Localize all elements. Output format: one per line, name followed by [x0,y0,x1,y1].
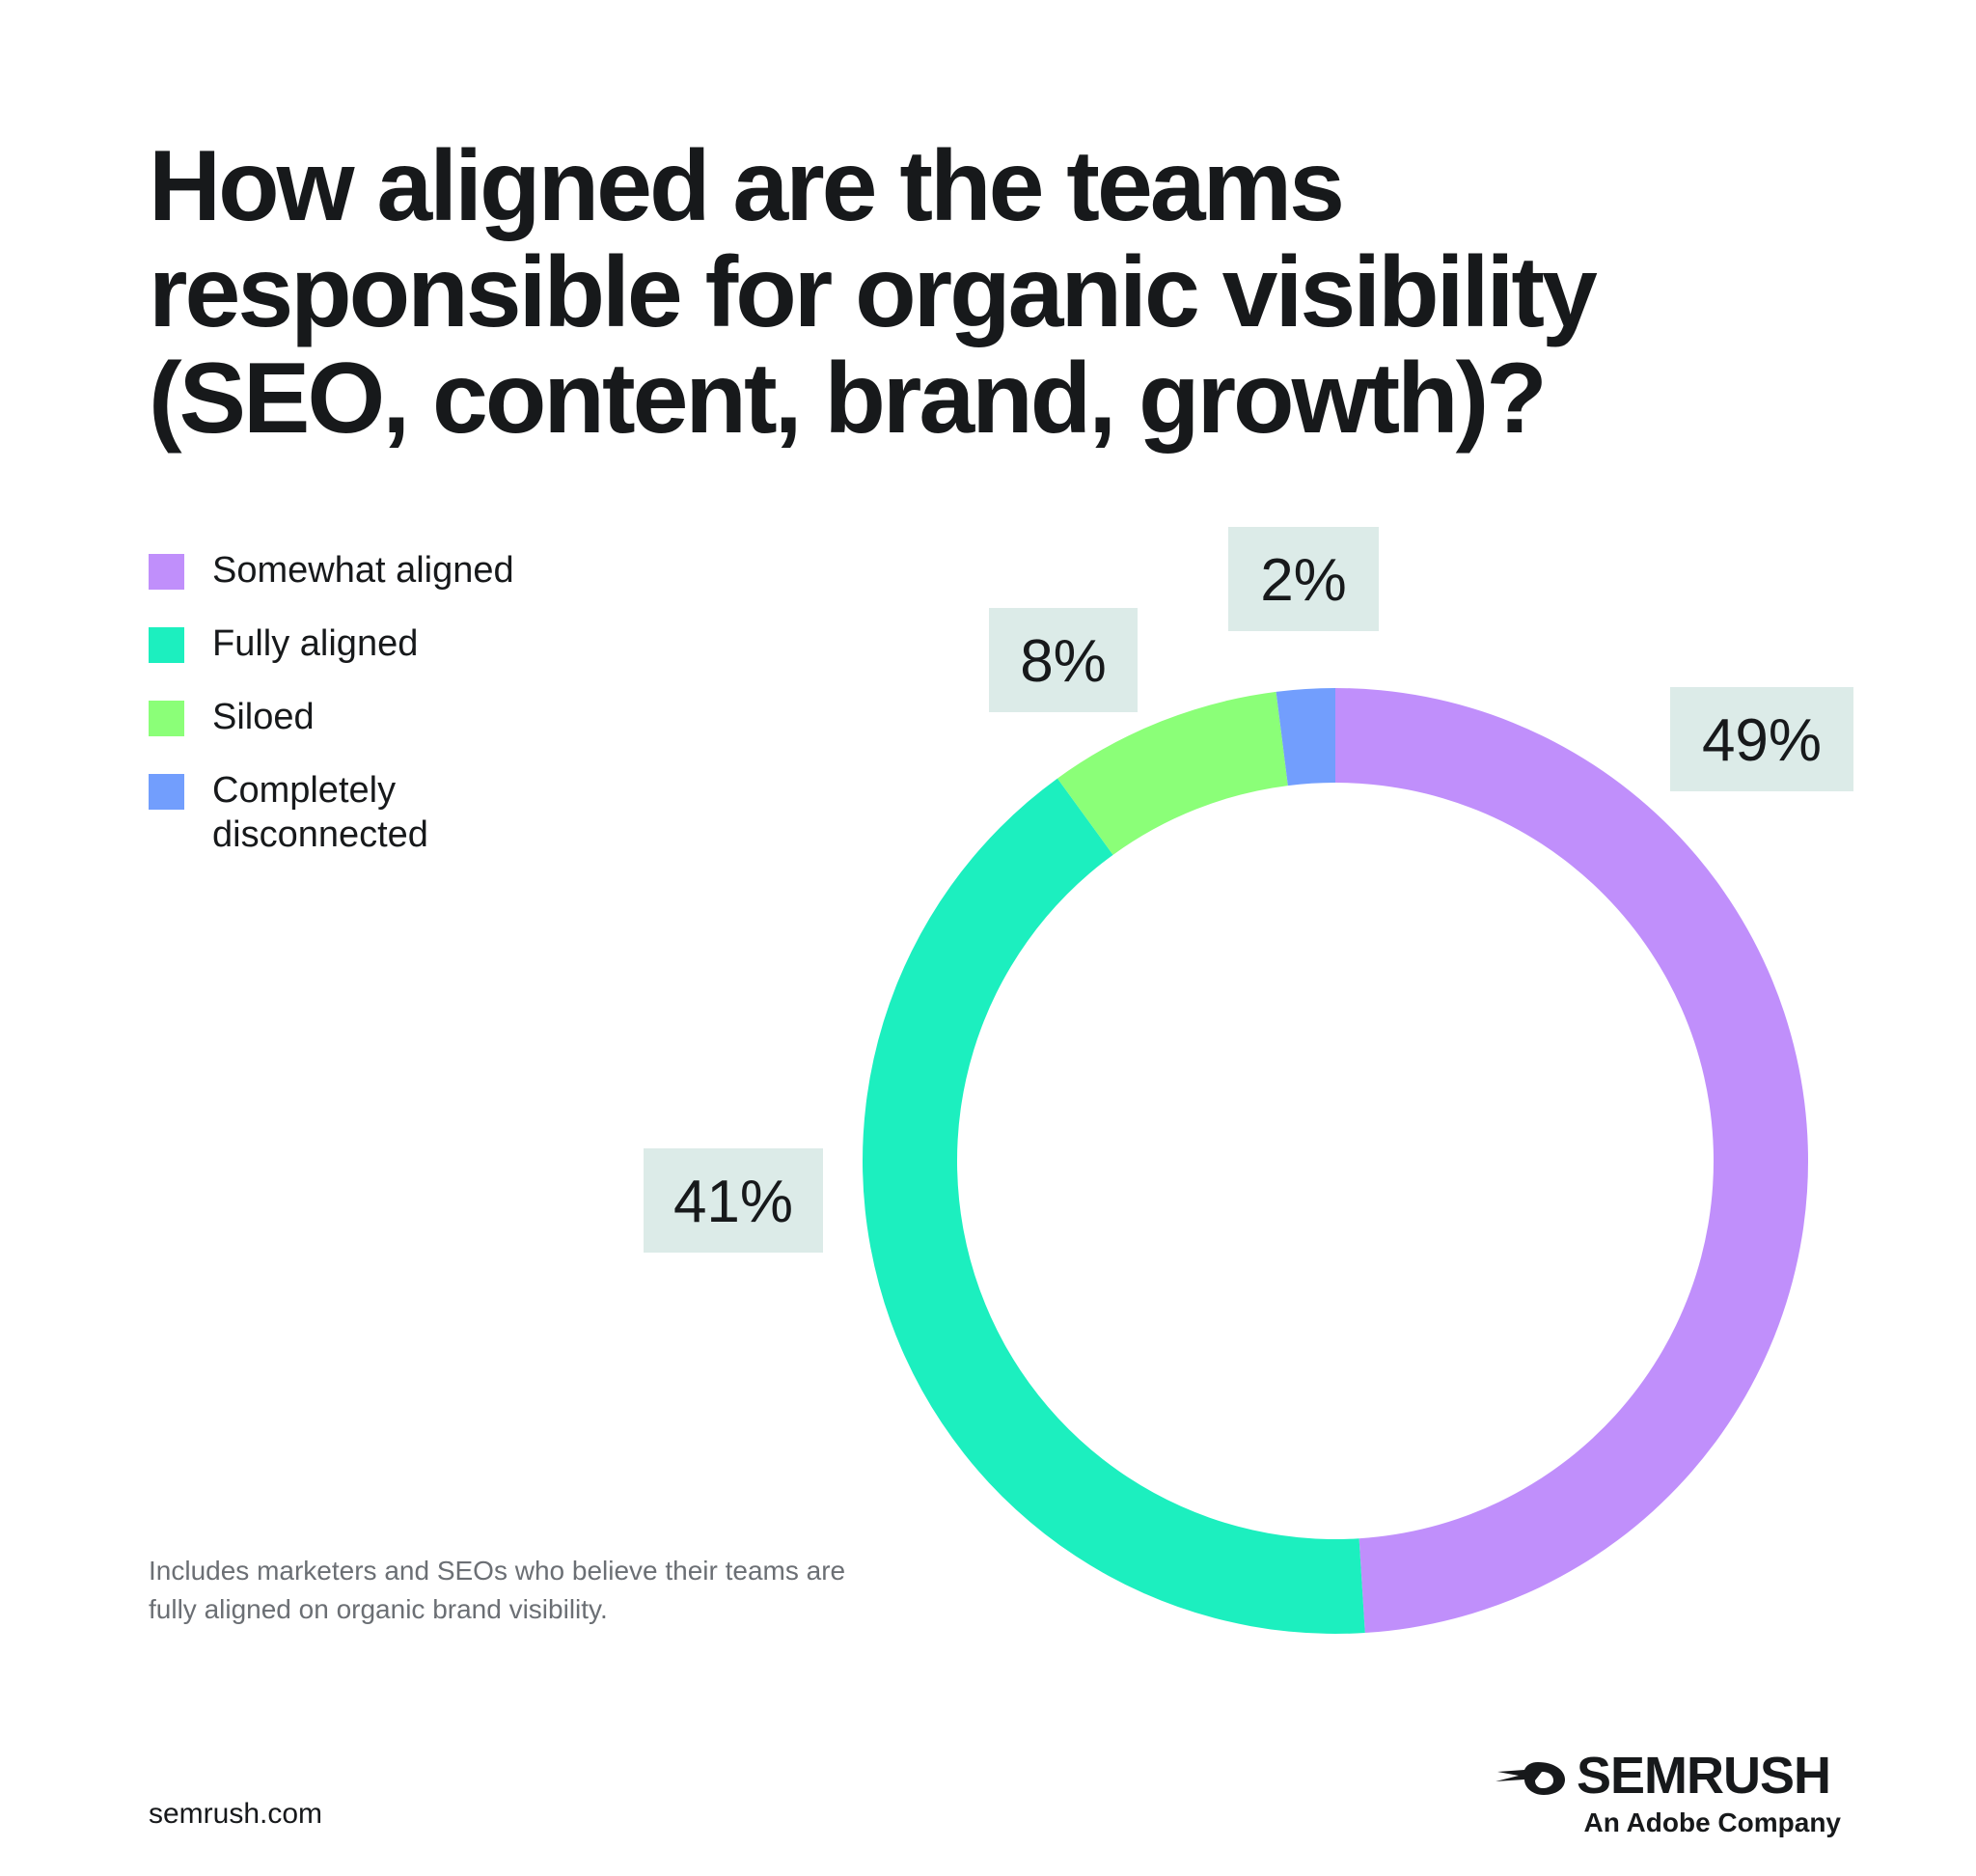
data-label-box [1228,527,1379,631]
legend-swatch-completely-disconnected [149,774,184,810]
legend-item-fully-aligned: Fully aligned [149,621,579,666]
data-label-box [989,608,1138,712]
legend-label-completely-disconnected: Completely disconnected [212,770,428,855]
footnote: Includes marketers and SEOs who believe … [149,1556,846,1624]
semrush-logo: SEMRUSH An Adobe Company [1494,1749,1841,1845]
donut-slice-somewhat-aligned [1335,688,1808,1634]
data-label-box [644,1148,823,1253]
donut-slice-siloed [1057,691,1288,855]
data-label-box [1670,687,1853,791]
legend-item-completely-disconnected: Completely disconnected [149,768,463,857]
legend-swatch-fully-aligned [149,627,184,663]
data-label-text: 2% [1260,547,1347,614]
data-label-completely-disconnected: 2% [1228,527,1379,631]
data-label-text: 41% [673,1169,793,1235]
legend-item-siloed: Siloed [149,695,579,739]
data-label-text: 8% [1020,628,1107,695]
brand-name: SEMRUSH [1577,1747,1831,1805]
donut-slice-fully-aligned [862,778,1365,1634]
semrush-fireball-icon [1496,1762,1565,1795]
site-url: semrush.com [149,1798,323,1830]
chart-title: How aligned are the teams responsible fo… [149,130,1598,455]
data-label-siloed: 8% [989,608,1138,712]
brand-tagline: An Adobe Company [1583,1807,1841,1837]
data-label-somewhat-aligned: 49% [1670,687,1853,791]
legend-swatch-somewhat-aligned [149,554,184,590]
legend-label-siloed: Siloed [212,697,315,737]
donut-slice-completely-disconnected [1276,688,1335,786]
legend-item-somewhat-aligned: Somewhat aligned [149,548,579,593]
legend-swatch-siloed [149,701,184,736]
data-label-fully-aligned: 41% [644,1148,823,1253]
legend-label-somewhat-aligned: Somewhat aligned [212,550,514,591]
data-label-text: 49% [1702,707,1822,774]
legend-label-fully-aligned: Fully aligned [212,623,419,664]
